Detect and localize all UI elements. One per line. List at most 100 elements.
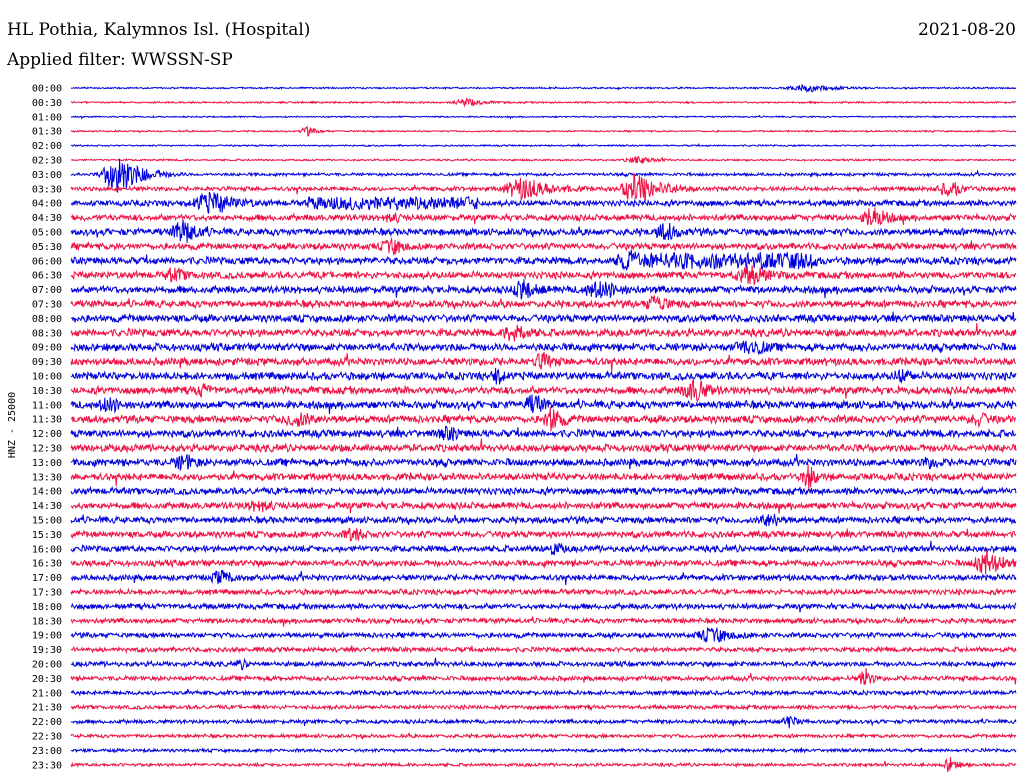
trace-row-1600 <box>70 540 1017 556</box>
trace-row-0830 <box>70 323 1017 342</box>
row-time-label: 16:30 <box>32 559 62 570</box>
row-time-label: 04:00 <box>32 199 62 210</box>
row-time-label: 23:00 <box>32 746 62 757</box>
row-time-label: 14:00 <box>32 487 62 498</box>
row-time-label: 21:00 <box>32 688 62 699</box>
row-time-label: 22:00 <box>32 717 62 728</box>
row-time-label: 04:30 <box>32 213 62 224</box>
row-time-label: 09:30 <box>32 357 62 368</box>
row-time-label: 06:30 <box>32 271 62 282</box>
row-time-label: 10:00 <box>32 372 62 383</box>
trace-row-2030 <box>70 667 1017 686</box>
row-time-label: 11:00 <box>32 400 62 411</box>
row-time-label: 01:30 <box>32 127 62 138</box>
trace-row-1000 <box>70 367 1017 385</box>
trace-row-1100 <box>70 394 1017 414</box>
trace-row-0200 <box>70 142 1017 148</box>
row-time-label: 22:30 <box>32 732 62 743</box>
trace-row-0000 <box>70 83 1017 94</box>
row-time-label: 06:00 <box>32 256 62 267</box>
row-time-label: 18:00 <box>32 602 62 613</box>
trace-row-2330 <box>70 757 1017 773</box>
row-time-label: 11:30 <box>32 415 62 426</box>
tick-label-group: 00:00 00:30 01:00 01:30 02:00 02:30 03:00 03:30… <box>32 84 62 772</box>
trace-row-0500 <box>70 219 1017 243</box>
row-time-label: 19:30 <box>32 645 62 656</box>
trace-row-2130 <box>70 703 1017 712</box>
row-time-label: 00:30 <box>32 98 62 109</box>
trace-row-1800 <box>70 601 1017 613</box>
row-time-label: 18:30 <box>32 616 62 627</box>
row-time-label: 07:00 <box>32 285 62 296</box>
row-time-label: 12:00 <box>32 429 62 440</box>
trace-row-1300 <box>70 454 1017 472</box>
row-time-label: 13:00 <box>32 458 62 469</box>
row-time-label: 03:30 <box>32 184 62 195</box>
trace-row-0230 <box>70 155 1017 164</box>
trace-row-2200 <box>70 715 1017 729</box>
trace-row-0530 <box>70 237 1017 256</box>
trace-row-0630 <box>70 265 1017 286</box>
row-time-label: 23:30 <box>32 760 62 771</box>
trace-row-1430 <box>70 500 1017 514</box>
row-time-label: 08:00 <box>32 314 62 325</box>
row-time-label: 12:30 <box>32 444 62 455</box>
row-time-label: 15:30 <box>32 530 62 541</box>
trace-row-1330 <box>70 464 1017 492</box>
trace-row-1130 <box>70 406 1017 432</box>
trace-row-0400 <box>70 191 1017 215</box>
trace-row-2000 <box>70 657 1017 671</box>
row-time-label: 05:30 <box>32 242 62 253</box>
trace-row-0430 <box>70 207 1017 227</box>
row-time-label: 13:30 <box>32 472 62 483</box>
trace-row-1530 <box>70 527 1017 542</box>
row-time-label: 20:00 <box>32 660 62 671</box>
row-time-label: 00:00 <box>32 84 62 95</box>
row-time-label: 02:00 <box>32 141 62 152</box>
trace-row-1230 <box>70 438 1017 454</box>
row-time-label: 01:00 <box>32 112 62 123</box>
trace-row-0030 <box>70 97 1017 108</box>
row-time-label: 08:30 <box>32 328 62 339</box>
trace-row-1400 <box>70 485 1017 497</box>
y-axis-label: HNZ - 25000 <box>7 392 18 458</box>
trace-row-1900 <box>70 627 1017 644</box>
row-time-label: 19:00 <box>32 631 62 642</box>
trace-group <box>70 83 1017 773</box>
trace-row-1830 <box>70 616 1017 627</box>
trace-row-1930 <box>70 645 1017 654</box>
trace-row-1730 <box>70 587 1017 597</box>
plot-date: 2021-08-20 <box>917 20 1016 40</box>
trace-row-0100 <box>70 114 1017 120</box>
row-time-label: 10:30 <box>32 386 62 397</box>
trace-row-0930 <box>70 352 1017 372</box>
row-time-label: 17:00 <box>32 573 62 584</box>
trace-row-0300 <box>70 158 1017 193</box>
trace-row-1630 <box>70 549 1017 575</box>
trace-row-1500 <box>70 513 1017 527</box>
trace-row-0330 <box>70 171 1017 202</box>
row-time-label: 21:30 <box>32 703 62 714</box>
trace-row-1200 <box>70 425 1017 441</box>
row-time-label: 16:00 <box>32 544 62 555</box>
row-time-label: 05:00 <box>32 228 62 239</box>
row-time-label: 15:00 <box>32 516 62 527</box>
row-time-label: 14:30 <box>32 501 62 512</box>
row-time-label: 03:00 <box>32 170 62 181</box>
trace-row-2300 <box>70 747 1017 755</box>
trace-row-2100 <box>70 688 1017 697</box>
trace-row-0700 <box>70 279 1017 300</box>
row-time-label: 17:30 <box>32 588 62 599</box>
trace-row-1700 <box>70 569 1017 586</box>
trace-row-0900 <box>70 340 1017 355</box>
trace-row-2230 <box>70 731 1017 741</box>
applied-filter-label: Applied filter: WWSSN-SP <box>7 50 233 70</box>
row-time-label: 09:00 <box>32 343 62 354</box>
station-title: HL Pothia, Kalymnos Isl. (Hospital) <box>7 20 311 40</box>
row-time-label: 07:30 <box>32 300 62 311</box>
trace-row-1030 <box>70 377 1017 403</box>
trace-row-0800 <box>70 311 1017 325</box>
trace-row-0600 <box>70 249 1017 271</box>
trace-row-0730 <box>70 295 1017 311</box>
